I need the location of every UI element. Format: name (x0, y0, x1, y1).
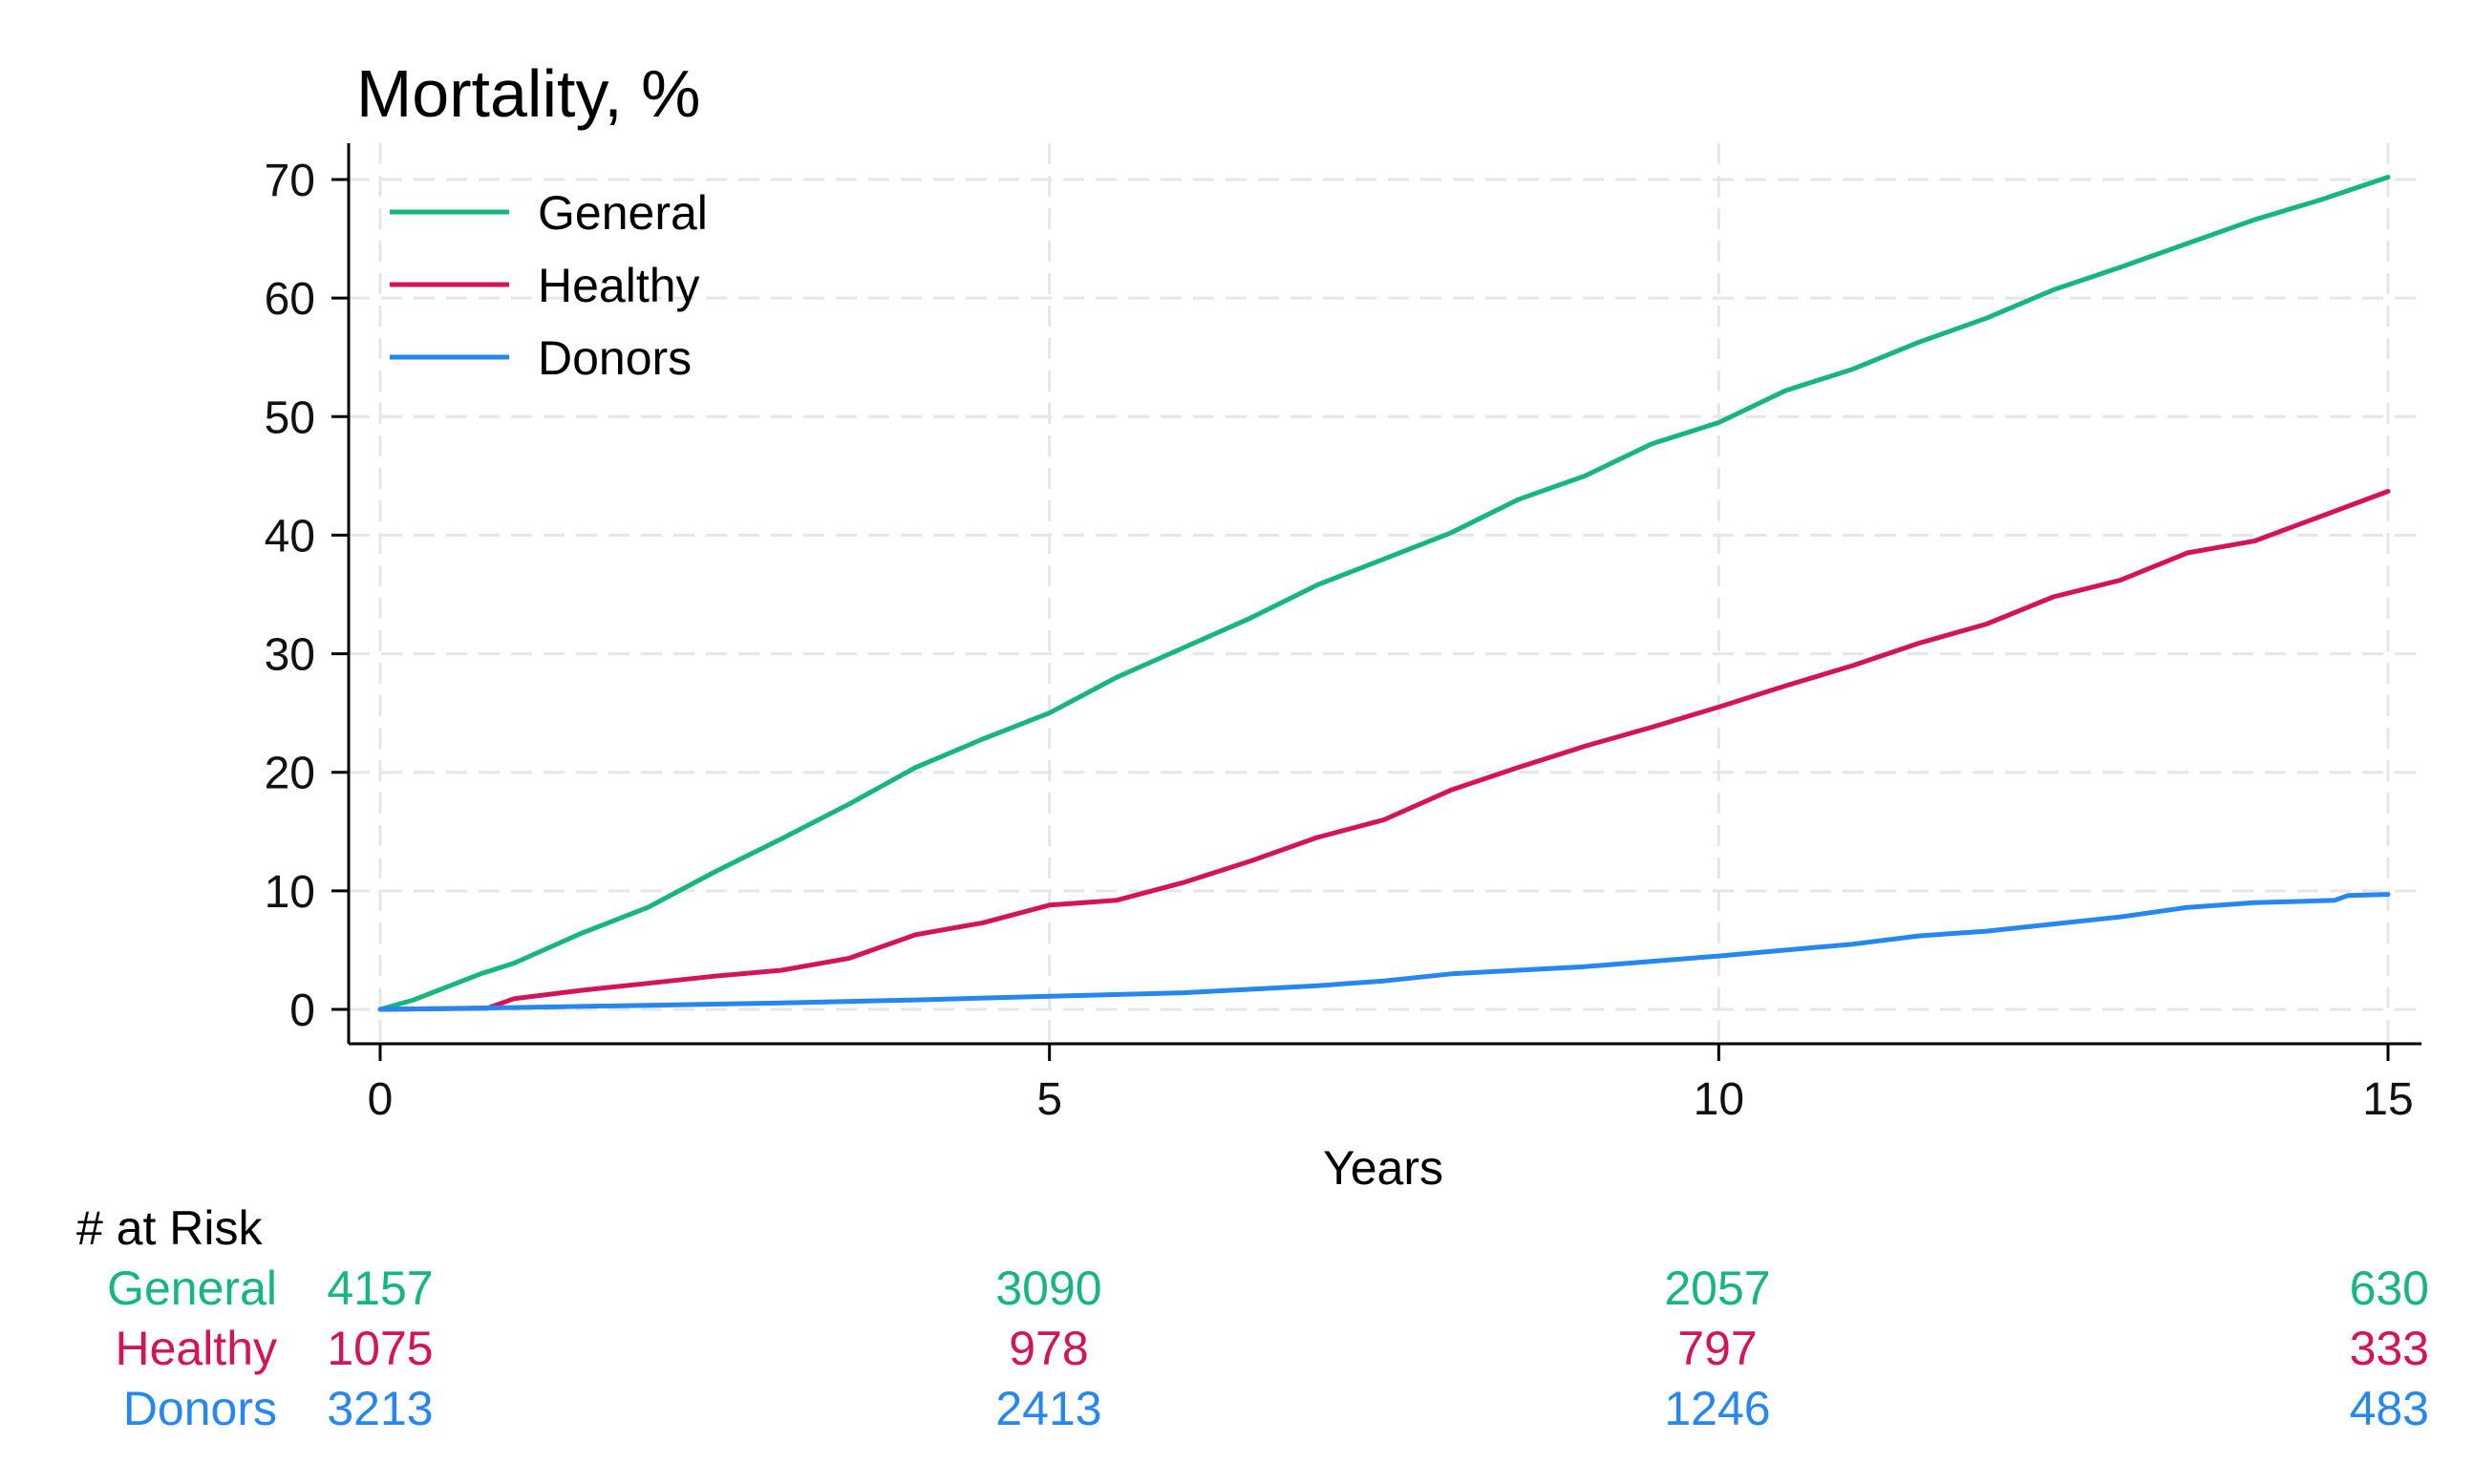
y-tick-label: 50 (265, 392, 315, 443)
x-tick-label: 15 (2362, 1074, 2413, 1125)
series-lines (377, 175, 2391, 1012)
at-risk-row-label-general: General (107, 1261, 277, 1315)
at-risk-value: 797 (1677, 1322, 1757, 1375)
at-risk-row-label-donors: Donors (123, 1382, 277, 1435)
y-tick-label: 30 (265, 630, 315, 681)
at-risk-value: 4157 (327, 1261, 433, 1315)
legend: General Healthy Donors (390, 186, 708, 385)
x-tick-label: 0 (368, 1074, 394, 1125)
y-tick-label: 40 (265, 511, 315, 562)
x-tick-label: 5 (1036, 1074, 1062, 1125)
chart-title: Mortality, % (356, 56, 700, 131)
at-risk-value: 1075 (327, 1322, 433, 1375)
at-risk-header: # at Risk (76, 1201, 264, 1255)
y-tick-label: 70 (265, 156, 315, 206)
at-risk-value: 2413 (995, 1382, 1101, 1435)
legend-label-donors: Donors (538, 331, 692, 385)
at-risk-value: 3213 (327, 1382, 433, 1435)
at-risk-value: 333 (2350, 1322, 2429, 1375)
at-risk-value: 2057 (1664, 1261, 1770, 1315)
x-axis-title: Years (1323, 1141, 1443, 1195)
at-risk-row-label-healthy: Healthy (115, 1322, 277, 1375)
y-tick-label: 20 (265, 749, 315, 799)
axes: 0 10 20 30 40 50 60 70 0 5 10 15 (265, 143, 2421, 1125)
at-risk-value: 630 (2350, 1261, 2429, 1315)
at-risk-value: 3090 (995, 1261, 1101, 1315)
legend-label-general: General (538, 186, 708, 240)
at-risk-table: # at Risk General 4157 3090 2057 630 Healthy 1… (76, 1201, 2429, 1435)
at-risk-value: 1246 (1664, 1382, 1770, 1435)
grid (349, 143, 2421, 1044)
at-risk-value: 483 (2350, 1382, 2429, 1435)
y-tick-label: 60 (265, 274, 315, 325)
series-line-healthy (377, 489, 2391, 1012)
legend-label-healthy: Healthy (538, 259, 700, 312)
y-tick-label: 0 (289, 986, 315, 1036)
series-line-general (377, 175, 2391, 1012)
at-risk-value: 978 (1009, 1322, 1088, 1375)
x-tick-label: 10 (1694, 1074, 1744, 1125)
series-line-donors (377, 892, 2391, 1012)
y-tick-label: 10 (265, 867, 315, 918)
